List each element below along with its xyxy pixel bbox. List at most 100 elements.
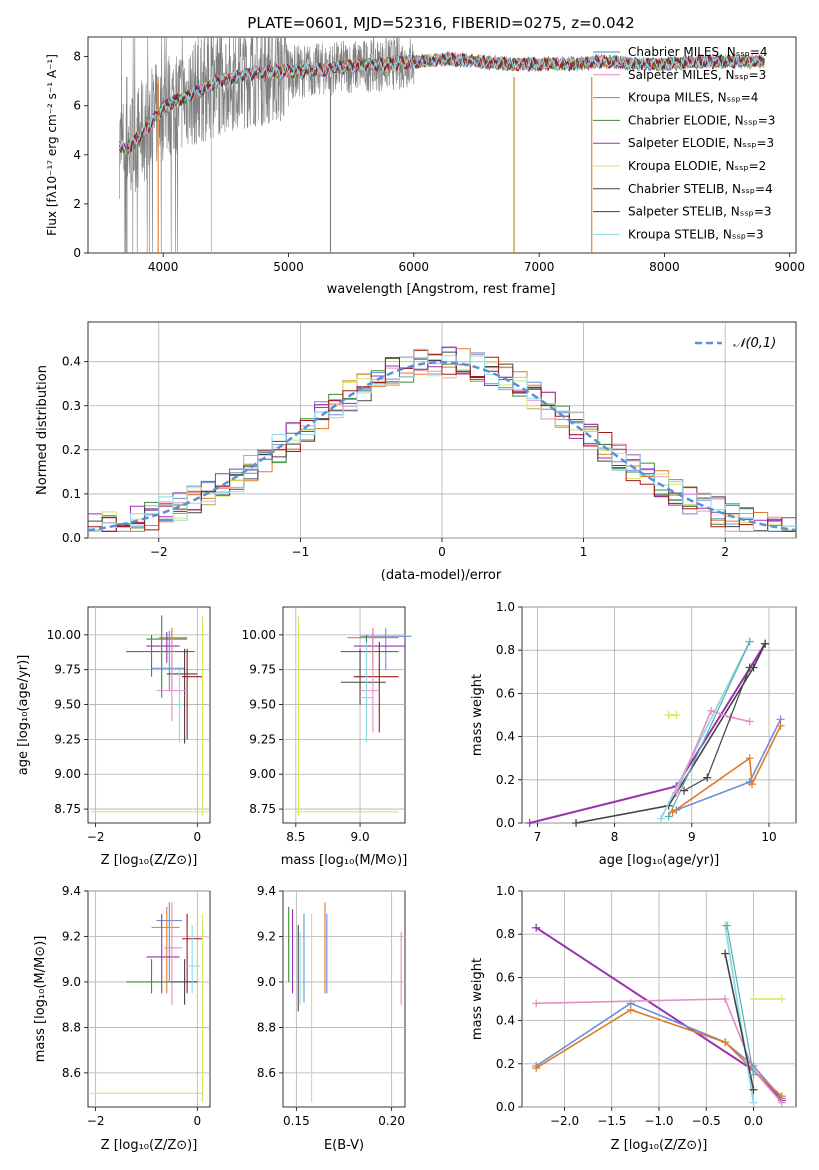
spectrum-x-tick-label: 4000 — [148, 260, 179, 274]
legend-entry-label: Chabrier STELIB, Nₛₛₚ=4 — [628, 182, 773, 196]
legend-entry-label: Kroupa ELODIE, Nₛₛₚ=2 — [628, 159, 766, 173]
z-weight-y-label: mass weight — [470, 958, 485, 1040]
residual-histogram-panel: −2 −1 0 1 2 0.0 0.1 0.2 0.3 0.4 𝒩(0,1) (data-mode… — [35, 321, 797, 583]
age-weight-point-marker — [776, 721, 785, 730]
histogram-x-tick-label: 0 — [438, 545, 446, 559]
legend-entry-label: Salpeter STELIB, Nₛₛₚ=3 — [628, 205, 772, 219]
z-weight-series-line — [536, 998, 783, 1104]
age-weight-point-marker — [572, 819, 581, 827]
mass-age-y-tick-label: 9.75 — [249, 663, 276, 677]
residual-histogram-kroupa-stelib — [88, 348, 796, 532]
age-weight-series-line — [575, 643, 766, 824]
spectrum-x-tick-label: 8000 — [649, 260, 680, 274]
z-mass-x-label: Z [log₁₀(Z/Z⊙)] — [101, 1138, 198, 1153]
z-mass-y-tick-label: 8.6 — [62, 1066, 81, 1080]
model-spectrum-kroupa-stelib — [119, 52, 765, 155]
mass-age-errorbars: 8.5 9.0 8.75 9.00 9.25 9.50 9.75 10.00 — [242, 607, 412, 844]
age-weight-point-marker — [748, 780, 757, 789]
legend-entry-label: Kroupa STELIB, Nₛₛₚ=3 — [628, 227, 764, 241]
spectrum-ticks: 4000 5000 6000 7000 8000 9000 0 2 4 6 8 — [73, 50, 805, 274]
age-weight-x-label: age [log₁₀(age/yr)] — [599, 853, 720, 868]
z-weight-x-tick-label: 0.0 — [744, 1114, 763, 1128]
z-weight-point-marker — [721, 995, 730, 1003]
histogram-y-tick-label: 0.0 — [62, 531, 81, 545]
spectrum-y-label: Flux [fλ10⁻¹⁷ erg cm⁻² s⁻¹ A⁻¹] — [45, 54, 59, 236]
age-weight-x-tick-label: 10 — [761, 830, 776, 844]
z-weight-point-marker — [777, 1098, 786, 1107]
histogram-y-tick-label: 0.1 — [62, 487, 81, 501]
z-weight-y-tick-label: 1.0 — [496, 884, 515, 898]
z-age-axes-frame — [87, 606, 211, 824]
age-weight-point-marker — [668, 808, 677, 817]
ebv-mass-x-tick-label: 0.20 — [378, 1114, 405, 1128]
spectrum-legend: Chabrier MILES, Nₛₛₚ=4 Salpeter MILES, Nₛ… — [593, 45, 775, 241]
residual-histogram-salpeter-stelib — [88, 349, 796, 532]
z-mass-y-tick-label: 8.8 — [62, 1020, 81, 1034]
z-age-errorbars: −2 0 8.75 9.00 9.25 9.50 9.75 10.00 — [47, 607, 210, 844]
age-weight-point-marker — [745, 754, 754, 763]
spectrum-y-tick-label: 8 — [73, 50, 81, 64]
age-weight-point-marker — [703, 773, 712, 782]
z-weight-series-line — [726, 925, 755, 1075]
age-weight-point-marker — [664, 711, 673, 719]
histogram-grid: −2 −1 0 1 2 0.0 0.1 0.2 0.3 0.4 — [62, 322, 796, 559]
z-weight-point-marker — [777, 995, 786, 1003]
histogram-x-tick-label: 1 — [580, 545, 588, 559]
z-age-y-tick-label: 9.00 — [54, 767, 81, 781]
z-weight-point-marker — [532, 1064, 541, 1073]
histogram-x-tick-label: 2 — [721, 545, 729, 559]
histogram-y-tick-label: 0.3 — [62, 399, 81, 413]
z-weight-panel: −2.0 −1.5 −1.0 −0.5 0.0 0.0 0.2 0.4 0.6 0.8 1.0 Z … — [470, 884, 797, 1153]
age-weight-point-marker — [672, 788, 681, 797]
z-age-x-tick-label: −2 — [87, 830, 105, 844]
z-mass-x-tick-label: 0 — [193, 1114, 201, 1128]
z-weight-series-line — [724, 953, 755, 1090]
age-weight-point-marker — [525, 819, 534, 827]
mass-age-y-tick-label: 9.50 — [249, 698, 276, 712]
z-weight-y-tick-label: 0.4 — [496, 1014, 515, 1028]
z-weight-point-marker — [749, 1070, 758, 1079]
mass-age-x-tick-label: 9.0 — [351, 830, 370, 844]
age-weight-y-tick-label: 1.0 — [496, 600, 515, 614]
ebv-mass-x-label: E(B-V) — [324, 1138, 364, 1153]
residual-histogram-chabrier-elodie — [88, 354, 796, 532]
z-weight-x-tick-label: −1.5 — [597, 1114, 626, 1128]
z-age-panel: −2 0 8.75 9.00 9.25 9.50 9.75 10.00 Z [log₁₀(Z/… — [16, 606, 211, 868]
z-age-x-tick-label: 0 — [193, 830, 201, 844]
age-weight-series-line — [668, 641, 751, 817]
z-mass-axes-frame — [87, 890, 211, 1108]
age-weight-y-tick-label: 0.0 — [496, 816, 515, 830]
legend-entry-label: Kroupa MILES, Nₛₛₚ=4 — [628, 91, 758, 105]
z-weight-point-marker — [749, 1098, 758, 1107]
z-weight-y-tick-label: 0.6 — [496, 970, 515, 984]
age-weight-series-line — [660, 641, 751, 820]
spectrum-y-tick-label: 0 — [73, 246, 81, 260]
age-weight-x-tick-label: 9 — [688, 830, 696, 844]
age-weight-point-marker — [745, 663, 754, 672]
z-weight-point-marker — [532, 999, 541, 1008]
z-weight-x-tick-label: −0.5 — [692, 1114, 721, 1128]
age-weight-point-marker — [707, 706, 716, 715]
spectrum-y-tick-label: 4 — [73, 148, 81, 162]
z-mass-panel: −2 0 8.6 8.8 9.0 9.2 9.4 Z [log₁₀(Z/Z⊙)] mass … — [33, 884, 211, 1153]
z-mass-y-tick-label: 9.2 — [62, 929, 81, 943]
z-mass-x-tick-label: −2 — [87, 1114, 105, 1128]
z-weight-point-marker — [749, 995, 758, 1003]
age-weight-y-tick-label: 0.4 — [496, 730, 515, 744]
spectrum-x-tick-label: 6000 — [399, 260, 430, 274]
age-weight-point-marker — [761, 639, 770, 648]
z-age-y-tick-label: 10.00 — [47, 628, 81, 642]
spectrum-model-traces — [118, 50, 765, 253]
z-mass-errorbars: −2 0 8.6 8.8 9.0 9.2 9.4 — [62, 884, 210, 1128]
residual-histogram-kroupa-elodie — [88, 350, 796, 532]
z-age-y-tick-label: 9.75 — [54, 663, 81, 677]
histogram-y-label: Normed distribution — [35, 365, 50, 495]
age-weight-series-line — [672, 725, 782, 813]
mass-age-axes-frame — [282, 606, 406, 824]
legend-entry-label: Chabrier MILES, Nₛₛₚ=4 — [628, 45, 768, 59]
age-weight-y-tick-label: 0.8 — [496, 643, 515, 657]
age-weight-x-tick-label: 8 — [611, 830, 619, 844]
z-weight-x-tick-label: −2.0 — [550, 1114, 579, 1128]
spectrum-x-tick-label: 7000 — [524, 260, 555, 274]
age-weight-point-marker — [664, 812, 673, 821]
